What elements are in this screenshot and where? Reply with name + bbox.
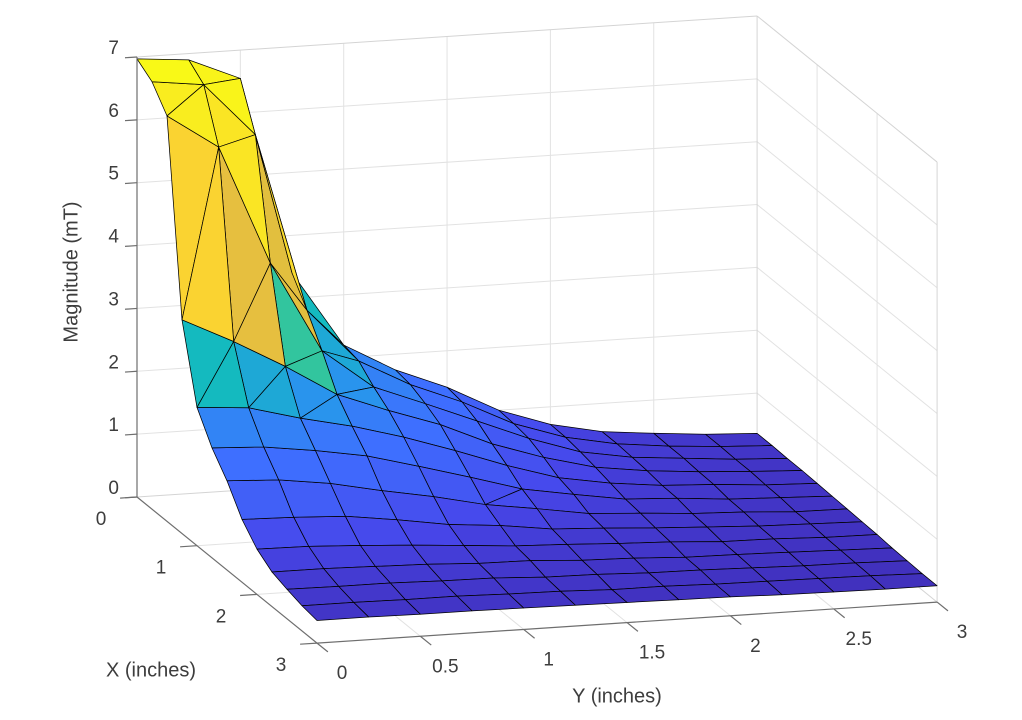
surface-face — [299, 394, 353, 427]
wall-right — [757, 15, 938, 603]
y-tick-label: 1.5 — [639, 643, 665, 664]
y-axis-label: Y (inches) — [572, 685, 662, 708]
surface-face — [284, 350, 338, 395]
x-tick-label: 2 — [216, 606, 227, 627]
surface-face — [203, 78, 256, 135]
y-tick-label: 0.5 — [432, 656, 458, 677]
x-axis-line — [136, 496, 318, 644]
z-tick-mark — [124, 182, 138, 185]
surface-face — [269, 262, 323, 352]
y-tick-label: 1 — [543, 649, 554, 670]
z-tick-label: 4 — [108, 227, 119, 248]
y-tick-label: 0 — [337, 663, 348, 684]
box-edge — [756, 15, 938, 163]
y-tick-mark — [833, 608, 846, 619]
surface-face — [321, 350, 375, 388]
surface-face — [181, 146, 235, 342]
y-tick-label: 2 — [750, 636, 761, 657]
z-tick-label: 6 — [108, 101, 119, 122]
z-tick-mark — [124, 496, 138, 499]
surface-face — [233, 262, 286, 367]
x-axis-label: X (inches) — [105, 659, 197, 682]
z-axis-label: Magnitude (mT) — [60, 201, 83, 343]
surface-face — [301, 601, 370, 621]
surface-face — [218, 134, 271, 264]
grid-line-z — [756, 392, 938, 540]
y-tick-mark — [730, 615, 742, 626]
z-tick-label: 3 — [108, 289, 119, 310]
z-tick-mark — [124, 119, 138, 122]
y-tick-mark — [316, 642, 329, 653]
y-tick-mark — [419, 635, 432, 646]
z-tick-mark — [124, 56, 138, 59]
x-tick-label: 1 — [156, 558, 167, 579]
y-tick-mark — [626, 622, 639, 632]
y-tick-label: 2.5 — [846, 629, 872, 650]
x-tick-label: 3 — [276, 655, 287, 676]
x-tick-mark — [180, 545, 198, 548]
grid-line-z — [756, 329, 938, 477]
grid-line-z — [756, 204, 938, 352]
y-tick-label: 3 — [957, 622, 968, 643]
grid-line-z — [756, 78, 938, 226]
y-tick-mark — [523, 628, 535, 639]
grid-line-z — [756, 267, 938, 414]
z-tick-mark — [124, 433, 138, 436]
z-tick-label: 1 — [108, 415, 119, 436]
surface-face — [336, 386, 390, 411]
surface-face — [136, 58, 205, 85]
x-tick-mark — [240, 593, 258, 597]
y-tick-mark — [936, 601, 949, 612]
surface-face — [196, 341, 250, 409]
z-tick-mark — [124, 307, 138, 310]
z-tick-label: 0 — [108, 478, 119, 499]
z-tick-label: 7 — [108, 38, 119, 59]
z-tick-label: 2 — [108, 352, 119, 373]
box-edge — [136, 15, 758, 58]
surface-face — [254, 134, 308, 311]
x-tick-label: 0 — [96, 509, 107, 530]
z-tick-label: 5 — [108, 164, 119, 185]
surface-face — [166, 84, 220, 148]
z-tick-mark — [124, 244, 138, 247]
x-tick-mark — [300, 642, 318, 645]
z-tick-mark — [124, 370, 138, 373]
grid-line-z — [756, 141, 938, 289]
surface-face — [248, 366, 301, 419]
